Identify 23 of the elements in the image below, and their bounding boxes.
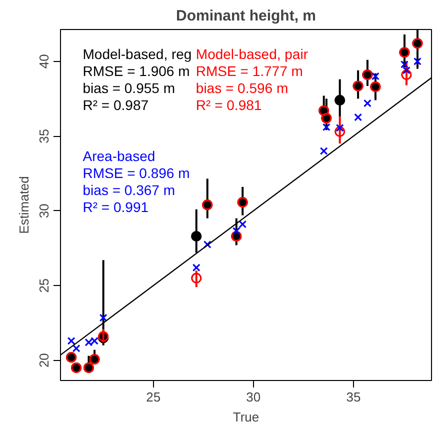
y-tick-label: 35 xyxy=(36,128,52,144)
text: Model-based, pair xyxy=(196,46,308,62)
y-tick-label: 30 xyxy=(36,204,52,218)
y-tick-label: 25 xyxy=(36,278,52,293)
annotation: bias = 0.596 m xyxy=(196,80,288,96)
annotation: R² = 0.981 xyxy=(196,97,262,114)
x-tick-label: 25 xyxy=(146,390,161,404)
x-tick-label: 35 xyxy=(346,390,361,404)
x-axis-title: True xyxy=(232,410,260,424)
annotation: bias = 0.367 m xyxy=(82,182,175,198)
annotation: R² = 0.991 xyxy=(82,198,149,215)
annotation: bias = 0.955 m xyxy=(82,80,175,96)
y-tick-label: 40 xyxy=(36,54,52,69)
y-axis-title: Estimated xyxy=(16,176,32,234)
text: Area-based xyxy=(82,148,156,164)
annotation: RMSE = 1.777 m xyxy=(196,63,303,80)
annotation: RMSE = 0.896 m xyxy=(82,164,190,181)
chart-title: Dominant height, m xyxy=(176,8,316,24)
legend-label: Model-based, reg xyxy=(82,46,192,62)
annotation: RMSE = 1.906 m xyxy=(82,63,190,80)
x-tick-label: 30 xyxy=(246,390,261,404)
annotation: R² = 0.987 xyxy=(82,97,149,114)
y-tick-label: 20 xyxy=(36,353,52,368)
